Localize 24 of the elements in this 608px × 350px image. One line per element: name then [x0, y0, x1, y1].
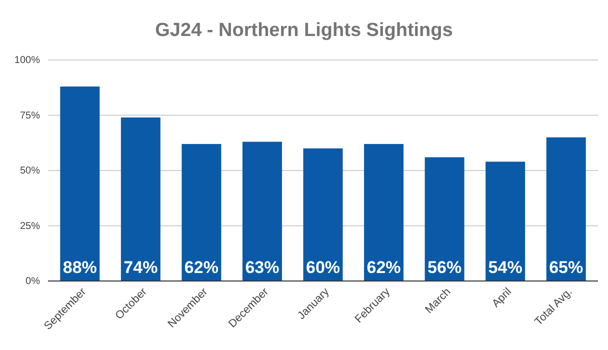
bar: [182, 144, 222, 281]
y-tick-label: 0%: [26, 276, 40, 288]
bar: [424, 157, 464, 281]
data-label: 56%: [428, 258, 462, 277]
bar: [546, 137, 586, 281]
data-label: 74%: [124, 258, 158, 277]
chart-title: GJ24 - Northern Lights Sightings: [155, 20, 453, 41]
y-tick-label: 25%: [20, 220, 40, 232]
data-label: 54%: [488, 258, 522, 277]
bar: [364, 144, 404, 281]
bar: [486, 162, 526, 281]
data-label: 60%: [306, 258, 340, 277]
y-tick-label: 50%: [20, 166, 40, 177]
y-tick-label: 75%: [20, 110, 40, 122]
bar: [303, 148, 343, 281]
y-tick-label: 100%: [14, 55, 40, 66]
data-label: 65%: [549, 258, 584, 277]
data-label: 62%: [184, 258, 218, 277]
data-label: 88%: [62, 258, 97, 277]
bar: [120, 117, 160, 281]
bar: [242, 142, 282, 281]
bar: [60, 86, 100, 281]
data-label: 63%: [245, 258, 280, 277]
data-label: 62%: [366, 258, 401, 277]
